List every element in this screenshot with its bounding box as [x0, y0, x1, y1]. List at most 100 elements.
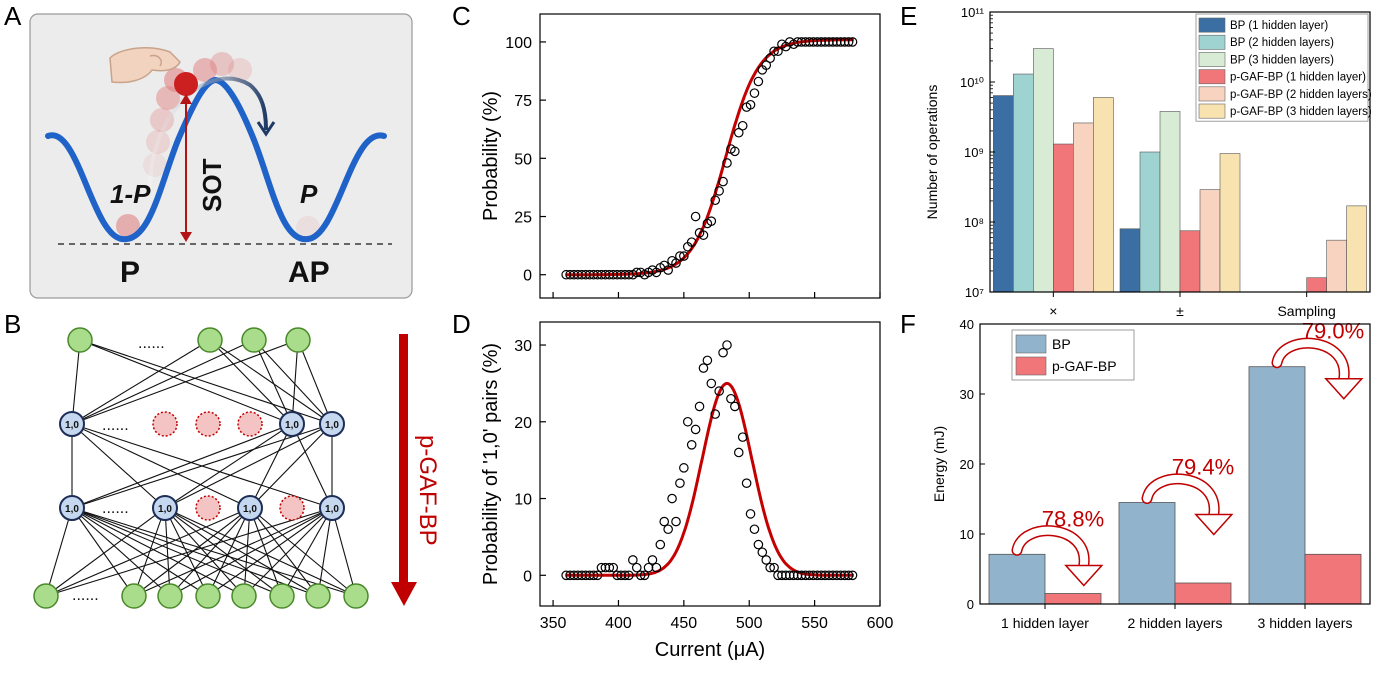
network-edge [249, 423, 333, 509]
y-tick-label: 30 [514, 338, 532, 355]
data-point [753, 539, 764, 550]
network-edge [45, 507, 251, 597]
chart-d-points [561, 340, 858, 581]
data-point [671, 258, 681, 268]
chart-d-x-axis-label: Current (μA) [655, 639, 765, 661]
chart-d-frame [539, 321, 881, 607]
data-point [608, 562, 619, 573]
data-point [722, 340, 732, 350]
legend-swatch [1198, 17, 1226, 33]
output-neuron [241, 327, 267, 353]
legend-label: BP (2 hidden layers) [1230, 37, 1334, 49]
hidden-layer-1-ellipsis: ...... [102, 417, 129, 434]
data-point [741, 478, 752, 488]
stochastic-neuron [319, 495, 345, 521]
chart-e-ticks: 10⁷ 10⁸ 10⁹ 10¹⁰ 10¹¹ × ± Sampling [960, 5, 1336, 319]
data-point [726, 393, 736, 404]
energy-landscape-panel: SOT 1-P P P AP [29, 13, 413, 299]
data-point [718, 176, 728, 187]
chart-c-probability: 0 25 50 75 100 Probability (%) [480, 13, 881, 299]
network-edge [164, 507, 283, 597]
data-point [647, 555, 658, 565]
data-point [651, 562, 662, 573]
panel-letter-e: E [900, 1, 917, 31]
data-point [706, 378, 717, 389]
x-tick-label: 450 [670, 615, 697, 632]
pgafbp-arrow-shaft [399, 334, 408, 584]
chart-e-bars [993, 48, 1367, 293]
input-neuron [33, 583, 59, 609]
y-tick-label: 10¹⁰ [960, 75, 984, 90]
y-tick-label: 50 [514, 151, 532, 168]
operation-bar [1326, 239, 1347, 293]
chart-d-y-axis-label: Probability of '1,0' pairs (%) [480, 343, 502, 585]
network-edge [169, 507, 333, 597]
data-point [761, 555, 772, 565]
chart-d-fit-curve [566, 381, 854, 577]
network-edges [45, 339, 357, 597]
data-point [714, 186, 724, 196]
panel-letter-c: C [452, 1, 471, 31]
x-tick-label: 550 [801, 615, 828, 632]
neuron-label: 1,0 [325, 420, 339, 431]
energy-bar [988, 553, 1046, 605]
x-tick-label: 350 [540, 615, 567, 632]
y-tick-label: 100 [505, 35, 532, 52]
x-tick-label: 600 [867, 615, 894, 632]
network-edge [164, 423, 293, 509]
data-point [667, 493, 677, 504]
output-neuron [197, 327, 223, 353]
reduction-percentage: 79.4% [1172, 455, 1234, 480]
data-point [843, 37, 854, 47]
legend-swatch [1198, 69, 1226, 85]
neuron-label: 1,0 [285, 420, 299, 431]
network-edge [71, 339, 81, 425]
data-point [675, 251, 685, 261]
chart-d-pairs: 0 10 20 30 350 400 450 500 550 600 Probability of… [480, 321, 893, 661]
chart-c-frame [539, 13, 881, 299]
x-tick-label: 500 [736, 615, 763, 632]
data-point [686, 237, 697, 247]
data-point [698, 363, 709, 373]
network-edge [71, 339, 211, 425]
network-edge [291, 423, 333, 509]
y-tick-label: 25 [514, 210, 532, 227]
network-edge [164, 423, 333, 509]
chart-d-ticks: 0 10 20 30 350 400 450 500 550 600 [514, 338, 893, 632]
data-point [679, 463, 689, 473]
network-edge [297, 339, 333, 425]
data-point [588, 570, 599, 581]
input-neuron [157, 583, 183, 609]
data-point [847, 570, 858, 581]
pgafbp-arrow-head [391, 582, 417, 606]
network-diagram-panel: 1,0 1,0 1,0 1,0 1,0 1,0 1,0 ...... ...... ....… [33, 327, 441, 609]
network-edge [71, 423, 333, 509]
data-point [765, 562, 775, 573]
network-edge [71, 423, 251, 509]
network-edge [249, 507, 283, 597]
parallel-state-label: P [120, 256, 140, 289]
data-point [663, 524, 673, 535]
x-tick-label: ± [1176, 303, 1184, 319]
data-point [714, 386, 724, 396]
data-point [843, 570, 854, 581]
reduction-arrow-body [1143, 475, 1218, 519]
legend-label: BP (3 hidden layers) [1230, 54, 1334, 66]
input-neuron [305, 583, 331, 609]
hand-icon [109, 47, 181, 84]
data-point [655, 539, 666, 550]
network-edge [71, 507, 209, 597]
magnetization-ball [174, 72, 198, 96]
chart-f-annotations: 78.8% 79.4% 79.0% [1011, 319, 1364, 587]
y-tick-label: 10 [514, 492, 532, 509]
y-tick-label: 0 [967, 597, 974, 612]
network-nodes: 1,0 1,0 1,0 1,0 1,0 1,0 1,0 [33, 327, 369, 609]
switching-arc-arrow [148, 76, 268, 191]
network-edge [45, 507, 166, 597]
legend-label: p-GAF-BP (1 hidden layer) [1230, 72, 1366, 84]
data-point [753, 76, 764, 87]
network-edge [253, 339, 333, 425]
data-point [757, 547, 768, 558]
energy-bar [1174, 582, 1232, 605]
neuron-label: 1,0 [325, 504, 339, 515]
